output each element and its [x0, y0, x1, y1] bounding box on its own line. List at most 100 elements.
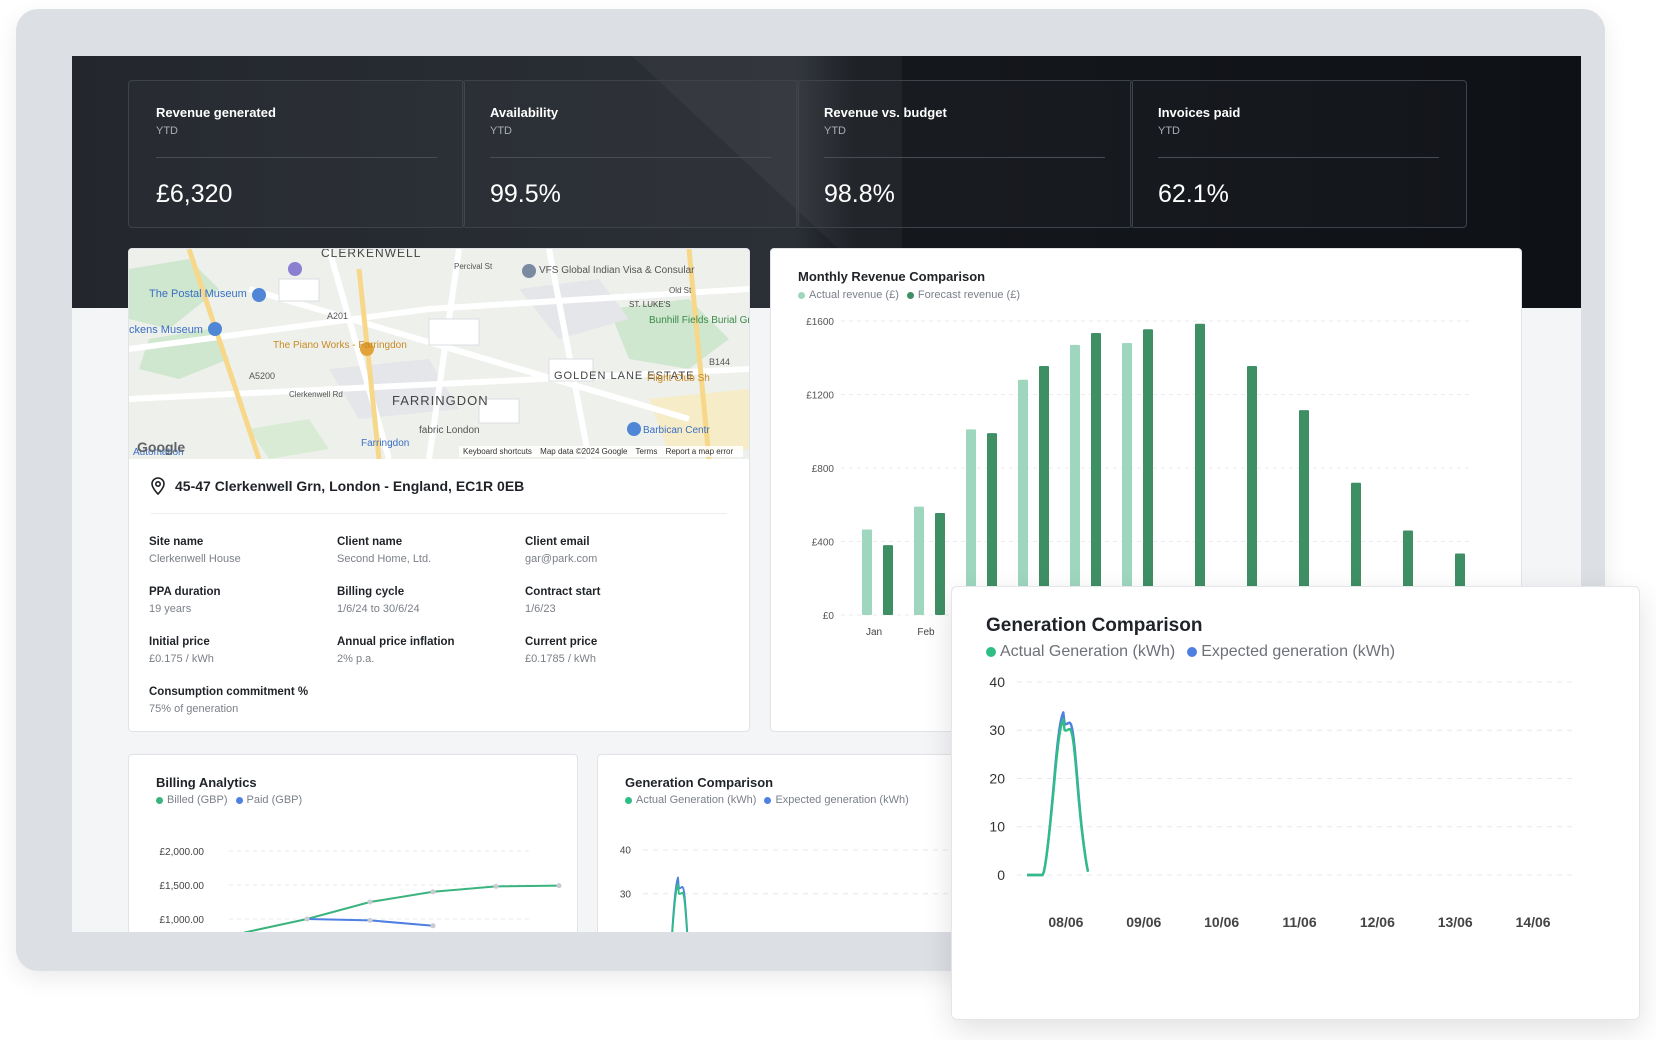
- field-label: PPA duration: [149, 586, 221, 598]
- keyboard-shortcuts-link[interactable]: Keyboard shortcuts: [463, 447, 532, 456]
- kpi-value: 62.1%: [1158, 180, 1229, 208]
- bar-forecast: [1091, 332, 1101, 615]
- device-frame: Revenue generated YTD £6,320 Availabilit…: [16, 9, 1605, 971]
- data-point: [304, 916, 310, 922]
- generation-comparison-chart: 0 10 20 30 40 08/06 09/06 10/06 11/06 12/06 13/06 1…: [989, 677, 1572, 930]
- legend-dot: [764, 796, 772, 804]
- field-label: Client email: [525, 536, 590, 548]
- y-tick-label: 30: [620, 889, 632, 900]
- legend-item-actual[interactable]: Actual Generation (kWh): [625, 794, 756, 806]
- divider: [824, 157, 1105, 158]
- field-value[interactable]: gar@park.com: [525, 553, 598, 565]
- legend-item-billed[interactable]: Billed (GBP): [156, 794, 228, 806]
- bar-forecast: [935, 513, 945, 615]
- y-tick-label: 20: [989, 770, 1005, 786]
- bar-actual: [966, 429, 976, 615]
- chart-legend: Billed (GBP) Paid (GBP): [156, 794, 302, 806]
- x-tick-label: 10/06: [1204, 914, 1239, 930]
- map-label-automation: Automation: [133, 447, 184, 458]
- site-map[interactable]: CLERKENWELL FARRINGDON GOLDEN LANE ESTAT…: [129, 249, 749, 459]
- map-label-golden-lane: GOLDEN LANE ESTATE: [554, 370, 694, 382]
- bar-forecast: [883, 545, 893, 615]
- legend-item-actual[interactable]: Actual revenue (£): [798, 289, 899, 301]
- map-label-old-st: Old St: [669, 286, 692, 295]
- field-annual-price-inflation: Annual price inflation 2% p.a.: [337, 636, 527, 665]
- legend-dot: [156, 796, 163, 804]
- field-value: 1/6/24 to 30/6/24: [337, 603, 420, 615]
- field-contract-start: Contract start 1/6/23: [525, 586, 715, 615]
- field-label: Client name: [337, 536, 403, 548]
- map-label-bunhill: Bunhill Fields Burial Ground: [649, 315, 749, 326]
- location-pin-icon: [151, 477, 165, 495]
- map-canvas[interactable]: CLERKENWELL FARRINGDON GOLDEN LANE ESTAT…: [129, 249, 749, 459]
- divider: [490, 157, 771, 158]
- y-tick-label: 30: [989, 722, 1005, 738]
- kpi-value: 98.8%: [824, 180, 895, 208]
- field-billing-cycle: Billing cycle 1/6/24 to 30/6/24: [337, 586, 527, 615]
- field-value: £0.1785 / kWh: [525, 653, 596, 665]
- legend-dot: [235, 796, 243, 804]
- chart-title: Generation Comparison: [625, 775, 774, 790]
- y-tick-label: £1,500.00: [160, 881, 205, 892]
- field-site-name: Site name Clerkenwell House: [149, 536, 339, 565]
- map-label-clerkenwell-rd: Clerkenwell Rd: [289, 390, 343, 399]
- bar-actual: [862, 529, 872, 615]
- legend-item-expected[interactable]: Expected generation (kWh): [1187, 643, 1395, 661]
- bar-forecast: [1351, 482, 1361, 615]
- map-label-postal-museum: The Postal Museum: [149, 288, 247, 300]
- x-tick-label: 12/06: [1360, 914, 1395, 930]
- kpi-card-availability: Availability YTD 99.5%: [462, 80, 799, 228]
- legend-dot: [625, 796, 632, 804]
- generation-comparison-popout: Generation Comparison Actual Generation …: [951, 586, 1640, 1020]
- legend-dot: [798, 291, 805, 299]
- address-text: 45-47 Clerkenwell Grn, London - England,…: [175, 478, 525, 494]
- data-point: [556, 883, 562, 889]
- field-label: Annual price inflation: [337, 636, 455, 648]
- legend-item-expected[interactable]: Expected generation (kWh): [764, 794, 909, 806]
- field-label: Current price: [525, 636, 598, 648]
- kpi-title: Revenue generated: [156, 105, 276, 120]
- map-label-barbican: Barbican Centr: [643, 425, 710, 436]
- field-value: 1/6/23: [525, 603, 556, 615]
- legend-label: Actual Generation (kWh): [1000, 643, 1176, 660]
- legend-dot: [906, 291, 914, 299]
- divider: [1158, 157, 1439, 158]
- data-point: [430, 889, 436, 895]
- kpi-card-revenue-vs-budget: Revenue vs. budget YTD 98.8%: [796, 80, 1133, 228]
- bar-actual: [914, 506, 924, 615]
- map-label-fabric: fabric London: [419, 425, 480, 436]
- report-map-error-link[interactable]: Report a map error: [665, 447, 734, 456]
- field-ppa-duration: PPA duration 19 years: [149, 586, 339, 615]
- terms-link[interactable]: Terms: [635, 447, 658, 456]
- legend-dot: [1187, 646, 1198, 657]
- legend-item-paid[interactable]: Paid (GBP): [235, 794, 302, 806]
- y-tick-label: £1,000.00: [160, 915, 205, 926]
- google-logo: Google: [137, 439, 186, 455]
- y-tick-label: 10: [989, 819, 1005, 835]
- field-value: 2% p.a.: [337, 653, 375, 665]
- x-tick-label: Feb: [917, 627, 935, 638]
- bar-forecast: [1039, 366, 1049, 615]
- chart-title: Billing Analytics: [156, 775, 257, 790]
- x-tick-label: 14/06: [1516, 914, 1551, 930]
- y-tick-label: £800: [812, 464, 835, 475]
- kpi-card-revenue: Revenue generated YTD £6,320: [128, 80, 465, 228]
- legend-item-forecast[interactable]: Forecast revenue (£): [906, 289, 1020, 301]
- legend-item-actual[interactable]: Actual Generation (kWh): [986, 643, 1175, 661]
- field-value: Clerkenwell House: [149, 553, 241, 565]
- field-label: Site name: [149, 536, 204, 548]
- legend-label: Expected generation (kWh): [775, 794, 909, 806]
- divider: [151, 513, 727, 514]
- x-tick-label: 11/06: [1282, 914, 1316, 930]
- field-initial-price: Initial price £0.175 / kWh: [149, 636, 339, 665]
- field-label: Consumption commitment %: [149, 686, 309, 698]
- y-tick-label: £2,000.00: [160, 847, 205, 858]
- y-tick-label: £1600: [806, 317, 834, 328]
- chart-legend: Actual Generation (kWh) Expected generat…: [625, 794, 909, 806]
- x-tick-label: 13/06: [1438, 914, 1473, 930]
- field-value: 19 years: [149, 603, 192, 615]
- data-point: [367, 899, 373, 905]
- field-label: Initial price: [149, 636, 210, 648]
- bar-forecast: [1247, 366, 1257, 615]
- map-label-piano-works: The Piano Works - Farringdon: [273, 340, 407, 351]
